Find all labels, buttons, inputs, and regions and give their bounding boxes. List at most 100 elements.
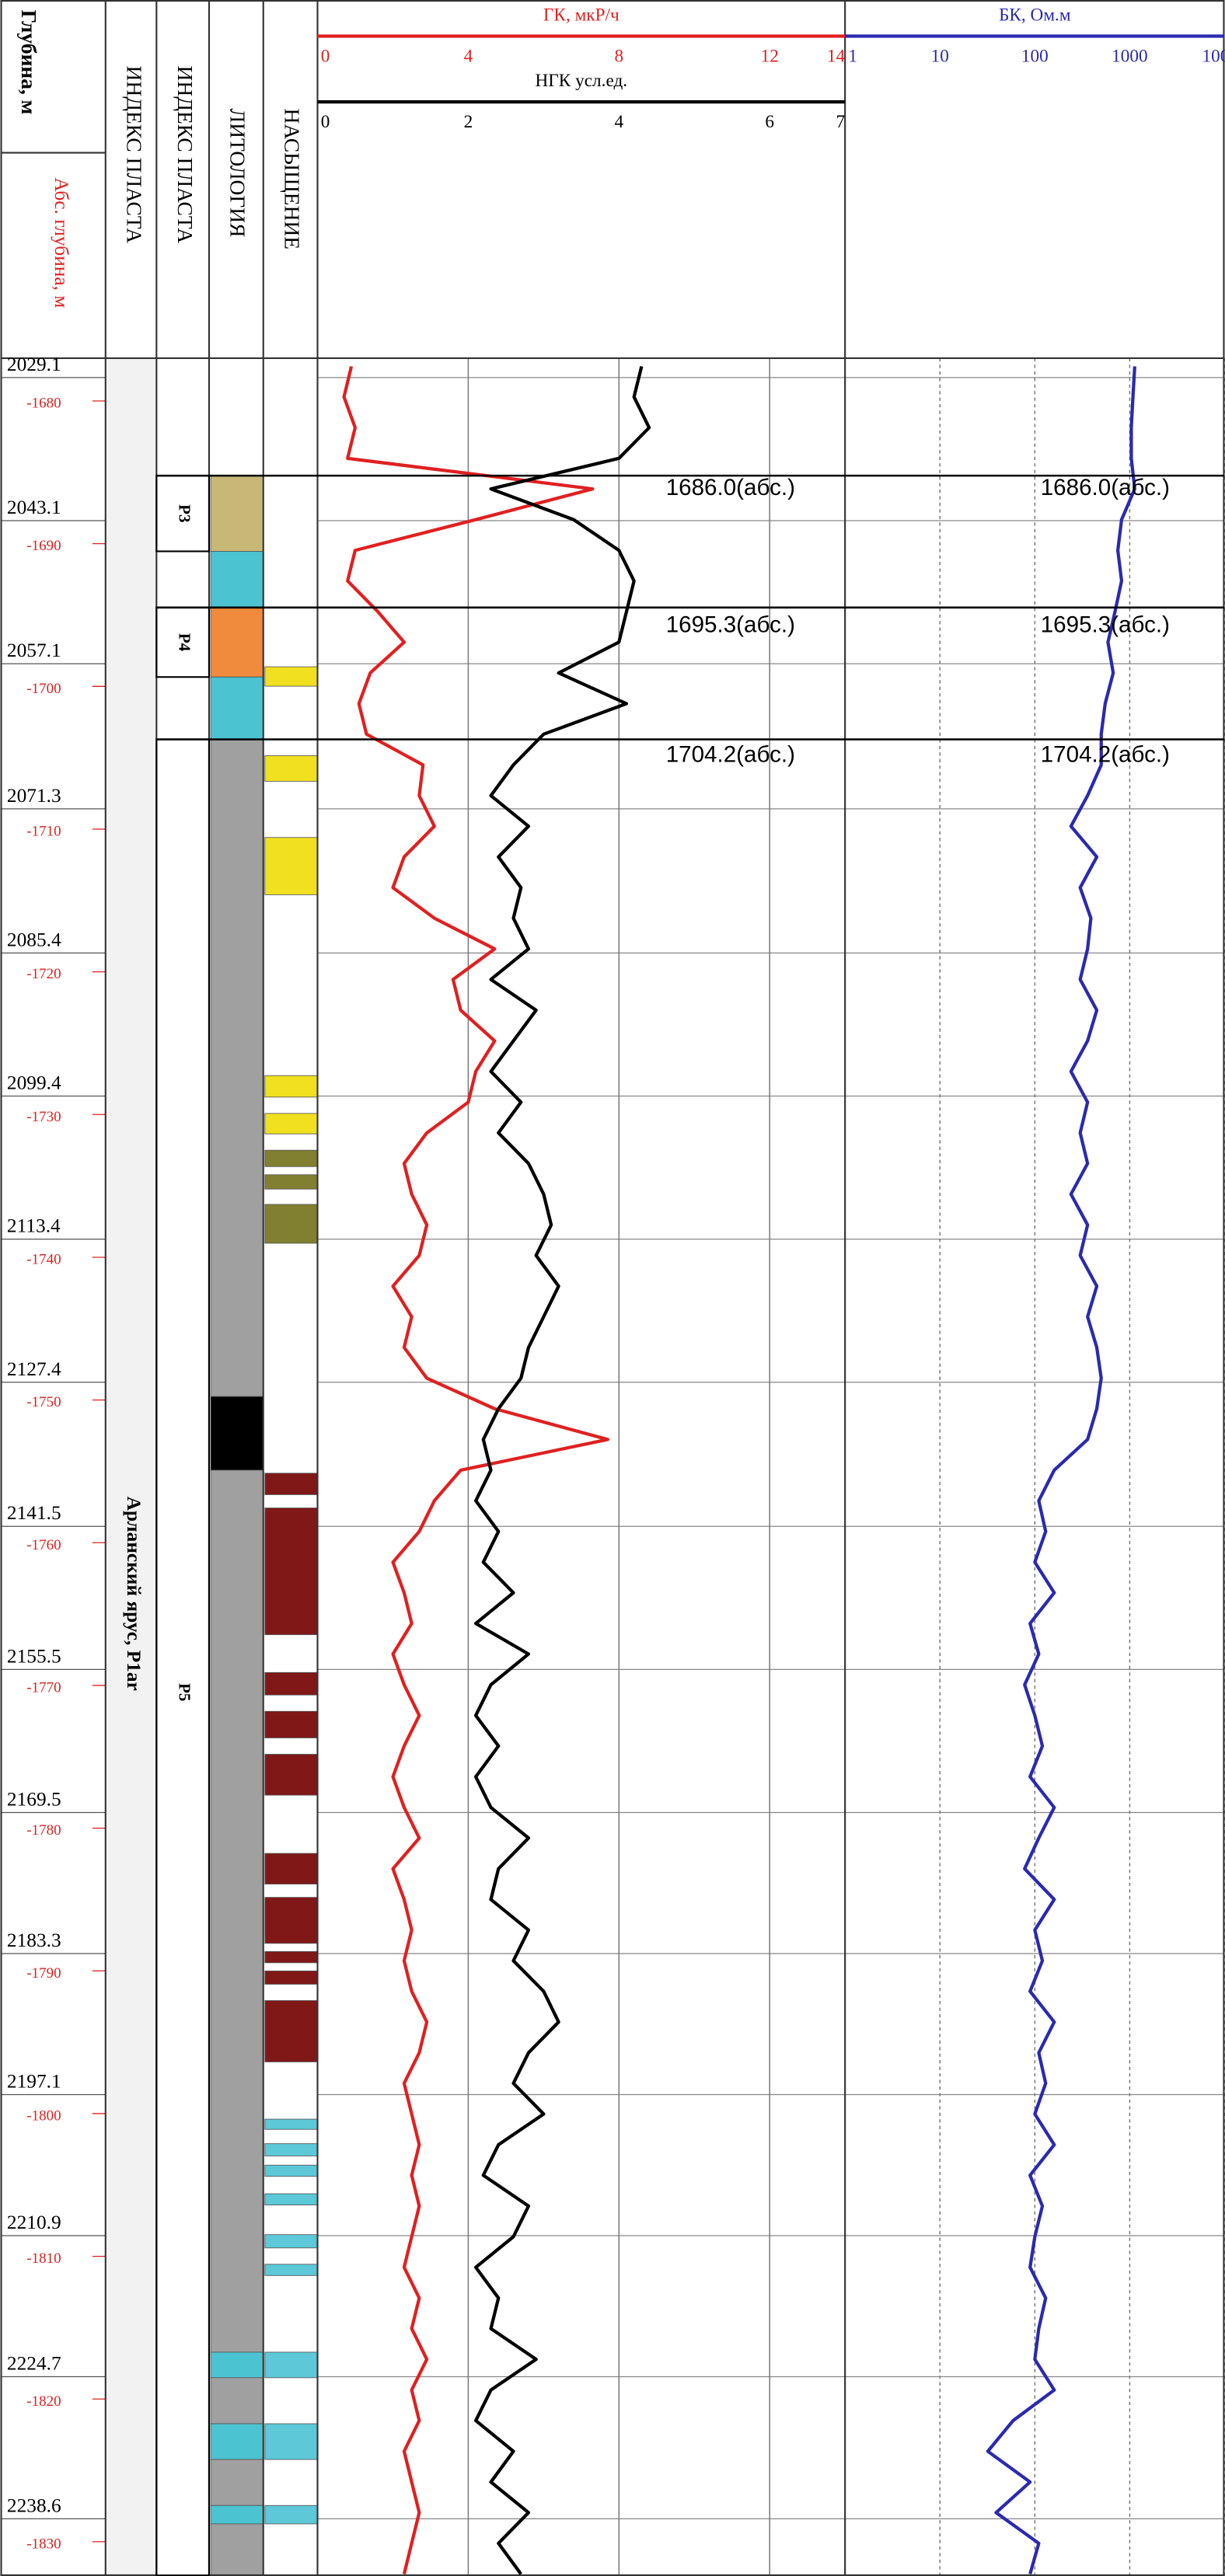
lithology-interval: [210, 2351, 264, 2379]
depth-tick-label: 2057.1: [7, 640, 61, 661]
x-tick-label: 0: [321, 112, 330, 132]
saturation-interval: [264, 1671, 318, 1696]
x-tick-label: 8: [614, 46, 623, 66]
x-tick-label: 1000: [1112, 46, 1148, 66]
saturation-interval: [264, 1075, 318, 1098]
lithology-interval: [210, 1469, 264, 2353]
x-tick-label: 12: [761, 46, 779, 66]
saturation-interval: [264, 1754, 318, 1796]
depth-tick-label: 2113.4: [7, 1215, 61, 1237]
lithology-interval: [210, 2377, 264, 2424]
saturation-interval: [264, 2000, 318, 2062]
column-title: НАСЫЩЕНИЕ: [280, 109, 303, 250]
depth-tick-label: 2210.9: [7, 2212, 61, 2233]
lithology-interval: [210, 739, 264, 1397]
abs-depth-tick-label: -1720: [26, 966, 61, 982]
saturation-interval: [264, 1950, 318, 1964]
zone-label: P4: [175, 633, 194, 652]
curve-title: НГК усл.ед.: [536, 71, 628, 91]
x-tick-label: 1: [848, 46, 857, 66]
x-tick-label: 100: [1021, 46, 1049, 66]
saturation-interval: [264, 1897, 318, 1944]
x-tick-label: 14: [827, 46, 846, 66]
x-tick-label: 4: [464, 46, 473, 66]
depth-tick-label: 2238.6: [7, 2494, 61, 2516]
saturation-interval: [264, 1473, 318, 1495]
lithology-interval: [210, 2505, 264, 2525]
x-tick-label: 10: [931, 46, 949, 66]
log-curve: [473, 365, 651, 2575]
saturation-interval: [264, 1204, 318, 1244]
log-curve: [986, 366, 1136, 2575]
column-title: ИНДЕКС ПЛАСТА: [173, 66, 197, 244]
depth-annotation: 1695.3(абс.): [1041, 612, 1170, 637]
x-tick-label: 4: [614, 112, 623, 132]
saturation-interval: [264, 2234, 318, 2249]
depth-annotation: 1704.2(абс.): [666, 741, 795, 767]
saturation-interval: [264, 666, 318, 687]
lithology-interval: [210, 551, 264, 608]
depth-annotation: 1686.0(абс.): [666, 475, 795, 500]
depth-tick-label: 2071.3: [7, 785, 61, 807]
lithology-interval: [210, 475, 264, 552]
saturation-interval: [264, 1970, 318, 1985]
saturation-interval: [264, 755, 318, 782]
depth-title: Глубина, м: [17, 10, 40, 115]
depth-tick-label: 2169.5: [7, 1789, 61, 1811]
lithology-interval: [210, 2423, 264, 2460]
depth-tick-label: 2029.1: [7, 354, 61, 375]
saturation-interval: [264, 2505, 318, 2525]
abs-depth-tick-label: -1700: [26, 681, 61, 697]
curve-title: БК, Ом.м: [999, 5, 1071, 25]
saturation-interval: [264, 2423, 318, 2460]
abs-depth-tick-label: -1680: [26, 396, 61, 412]
abs-depth-tick-label: -1690: [26, 538, 61, 554]
abs-depth-tick-label: -1730: [26, 1109, 61, 1125]
saturation-interval: [264, 1113, 318, 1135]
depth-tick-label: 2183.3: [7, 1929, 61, 1951]
lithology-interval: [210, 2459, 264, 2506]
abs-depth-tick-label: -1820: [26, 2393, 61, 2410]
saturation-interval: [264, 2351, 318, 2379]
abs-depth-tick-label: -1800: [26, 2108, 61, 2125]
saturation-interval: [264, 1174, 318, 1190]
depth-tick-label: 2099.4: [7, 1072, 61, 1094]
lithology-interval: [210, 1396, 264, 1471]
depth-tick-label: 2085.4: [7, 929, 61, 950]
saturation-interval: [264, 2164, 318, 2177]
abs-depth-tick-label: -1780: [26, 1822, 61, 1839]
saturation-interval: [264, 2143, 318, 2156]
saturation-interval: [264, 2118, 318, 2130]
depth-tick-label: 2141.5: [7, 1502, 61, 1524]
depth-tick-label: 2197.1: [7, 2071, 61, 2093]
lithology-interval: [210, 607, 264, 678]
saturation-interval: [264, 1508, 318, 1636]
saturation-interval: [264, 837, 318, 895]
depth-annotation: 1686.0(абс.): [1041, 475, 1170, 500]
saturation-interval: [264, 1149, 318, 1167]
depth-tick-label: 2043.1: [7, 497, 61, 518]
zone-label: P3: [175, 504, 194, 522]
x-tick-label: 7: [836, 112, 846, 132]
abs-depth-tick-label: -1830: [26, 2536, 61, 2553]
x-tick-label: 2: [464, 112, 473, 132]
curve-title: ГК, мкР/ч: [543, 5, 619, 25]
abs-depth-tick-label: -1770: [26, 1680, 61, 1696]
column-title: ЛИТОЛОГИЯ: [225, 109, 249, 238]
abs-depth-tick-label: -1740: [26, 1252, 61, 1268]
depth-annotation: 1695.3(абс.): [666, 612, 795, 637]
stratigraphy-column: [105, 357, 157, 2576]
abs-depth-tick-label: -1750: [26, 1394, 61, 1410]
x-tick-label: 10000: [1202, 46, 1225, 66]
depth-tick-label: 2224.7: [7, 2353, 61, 2375]
depth-tick-label: 2127.4: [7, 1358, 61, 1380]
depth-tick-label: 2155.5: [7, 1645, 61, 1667]
abs-depth-tick-label: -1760: [26, 1537, 61, 1553]
zone-label: P5: [175, 1683, 194, 1701]
x-tick-label: 6: [765, 112, 774, 132]
lithology-interval: [210, 2523, 264, 2576]
column-title: ИНДЕКС ПЛАСТА: [122, 66, 145, 244]
